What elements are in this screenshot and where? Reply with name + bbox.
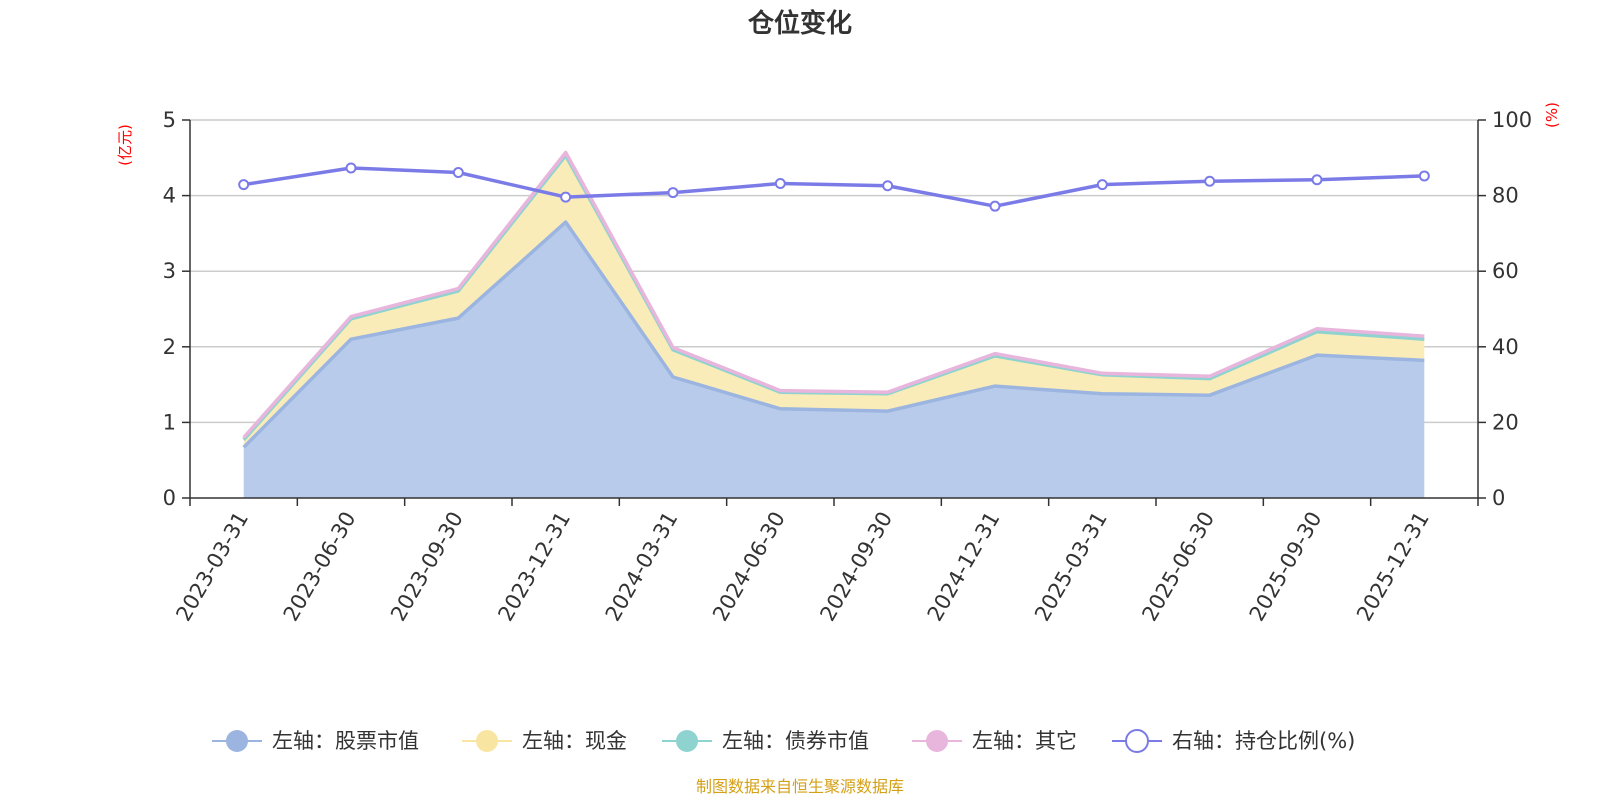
area-左轴：现金 <box>243 155 1425 448</box>
right-tick-label: 80 <box>1492 184 1519 208</box>
ratio-point <box>989 200 1001 212</box>
x-tick-label: 2023-09-30 <box>386 508 468 626</box>
area-edge-左轴：其它 <box>242 150 1425 439</box>
legend-label: 左轴：债券市值 <box>722 729 869 753</box>
ratio-line-path <box>243 166 1425 208</box>
ratio-point <box>667 187 679 199</box>
legend-label: 左轴：现金 <box>522 729 627 753</box>
stacked-areas <box>242 150 1425 498</box>
legend-marker <box>676 730 698 752</box>
left-tick-label: 5 <box>163 108 176 132</box>
area-左轴：股票市值 <box>243 222 1425 498</box>
right-tick-label: 100 <box>1492 108 1532 132</box>
ratio-line <box>238 162 1430 212</box>
legend-label: 右轴：持仓比例(%) <box>1172 729 1355 753</box>
x-tick-label: 2023-06-30 <box>279 508 361 626</box>
x-tick-label: 2025-09-30 <box>1245 508 1327 626</box>
x-tick-label: 2025-12-31 <box>1352 508 1434 626</box>
right-tick-label: 20 <box>1492 410 1519 434</box>
x-tick-label: 2023-12-31 <box>493 508 575 626</box>
x-tick-label: 2025-06-30 <box>1137 508 1219 626</box>
ratio-point <box>1204 175 1216 187</box>
data-source-note: 制图数据来自恒生聚源数据库 <box>696 777 904 796</box>
ratio-point <box>238 179 250 191</box>
left-tick-label: 0 <box>163 486 176 510</box>
ratio-point <box>452 167 464 179</box>
legend-label: 左轴：其它 <box>972 729 1077 753</box>
x-tick-label: 2025-03-31 <box>1030 508 1112 626</box>
legend-label: 左轴：股票市值 <box>272 729 419 753</box>
legend: 左轴：股票市值 左轴：现金 左轴：债券市值 左轴：其它 右轴：持仓比例(%) <box>212 729 1355 753</box>
left-tick-label: 3 <box>163 259 176 283</box>
right-tick-label: 0 <box>1492 486 1505 510</box>
right-tick-label: 60 <box>1492 259 1519 283</box>
x-tick-label: 2023-03-31 <box>171 508 253 626</box>
legend-marker <box>926 730 948 752</box>
legend-marker <box>476 730 498 752</box>
ratio-point <box>1418 170 1430 182</box>
chart-title: 仓位变化 <box>747 8 852 39</box>
legend-marker <box>226 730 248 752</box>
ratio-point <box>345 162 357 174</box>
right-axis-unit: (%) <box>1543 102 1561 128</box>
x-tick-label: 2024-06-30 <box>708 508 790 626</box>
ratio-point <box>1311 174 1323 186</box>
x-tick-label: 2024-03-31 <box>601 508 683 626</box>
ratio-point <box>774 178 786 190</box>
left-tick-label: 2 <box>163 335 176 359</box>
ratio-point <box>560 191 572 203</box>
left-tick-label: 1 <box>163 410 176 434</box>
left-tick-label: 4 <box>163 184 176 208</box>
x-tick-label: 2024-09-30 <box>815 508 897 626</box>
left-axis-unit: (亿元) <box>116 124 134 166</box>
area-edge-左轴：股票市值 <box>242 220 1425 449</box>
right-tick-label: 40 <box>1492 335 1519 359</box>
ratio-point <box>1096 179 1108 191</box>
ratio-point <box>882 180 894 192</box>
legend-marker <box>1125 729 1149 753</box>
x-tick-label: 2024-12-31 <box>923 508 1005 626</box>
